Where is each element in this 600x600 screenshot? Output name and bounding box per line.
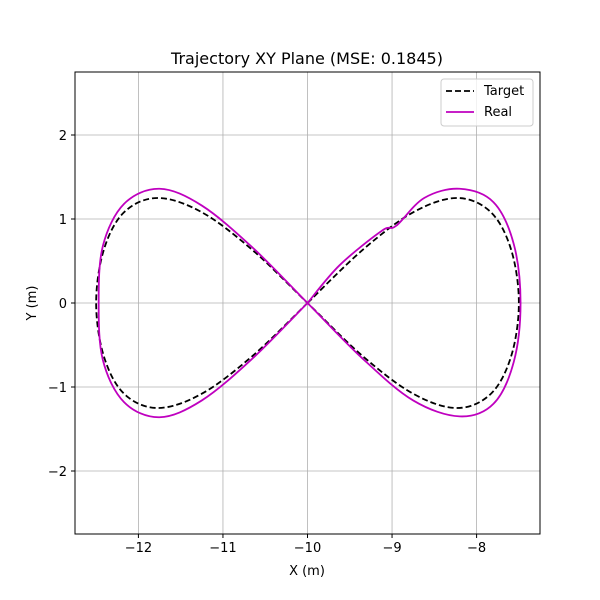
legend-target-label: Target: [483, 84, 524, 99]
legend-real-label: Real: [484, 105, 512, 120]
y-tick-label: −2: [48, 465, 67, 480]
y-tick-label: 2: [59, 129, 67, 144]
y-axis-label: Y (m): [25, 286, 40, 322]
chart-title: Trajectory XY Plane (MSE: 0.1845): [170, 49, 443, 68]
y-tick-label: 1: [59, 213, 67, 228]
y-tick-label: 0: [59, 297, 67, 312]
x-tick-label: −12: [125, 541, 152, 556]
legend: Target Real: [440, 78, 534, 127]
real-trajectory-line: [97, 187, 522, 419]
x-axis-label: X (m): [289, 564, 325, 579]
x-tick-label: −8: [467, 541, 486, 556]
x-tick-label: −11: [209, 541, 236, 556]
y-tick-label: −1: [48, 381, 67, 396]
plot-curves: [95, 187, 522, 419]
x-tick-label: −9: [382, 541, 401, 556]
grid-lines: [75, 72, 540, 534]
x-tick-label: −10: [294, 541, 321, 556]
